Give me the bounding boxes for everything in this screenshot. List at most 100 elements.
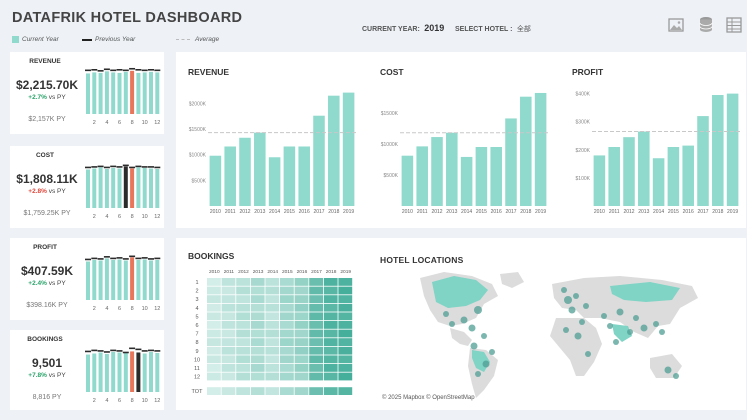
hotel-locations-map[interactable]: [380, 266, 746, 410]
heatmap-cell[interactable]: [207, 286, 221, 295]
heatmap-cell[interactable]: [221, 329, 236, 338]
heatmap-cell[interactable]: [221, 338, 236, 346]
heatmap-cell[interactable]: [250, 321, 265, 329]
trend-bar[interactable]: [638, 131, 650, 206]
trend-bar[interactable]: [342, 92, 355, 206]
heatmap-cell[interactable]: [338, 355, 353, 364]
heatmap-cell[interactable]: [265, 321, 280, 329]
heatmap-cell[interactable]: [294, 346, 309, 355]
trend-bar[interactable]: [623, 137, 635, 206]
trend-bar[interactable]: [224, 146, 236, 206]
heatmap-cell[interactable]: [309, 338, 323, 346]
trend-bar[interactable]: [239, 137, 251, 206]
trend-bar[interactable]: [460, 156, 473, 206]
select-hotel-filter[interactable]: SELECT HOTEL : 全部: [455, 18, 531, 36]
heatmap-cell[interactable]: [280, 329, 294, 338]
heatmap-cell[interactable]: [338, 303, 353, 312]
kpi-card-revenue[interactable]: REVENUE $2,215.70K +2.7% vs PY $2,157K PY 2 4…: [10, 52, 164, 134]
heatmap-total-cell[interactable]: [323, 387, 338, 395]
heatmap-cell[interactable]: [236, 295, 250, 303]
trend-bar[interactable]: [652, 158, 665, 206]
heatmap-cell[interactable]: [309, 329, 323, 338]
heatmap-total-cell[interactable]: [294, 387, 309, 395]
heatmap-cell[interactable]: [221, 321, 236, 329]
heatmap-cell[interactable]: [294, 329, 309, 338]
heatmap-cell[interactable]: [280, 278, 294, 286]
heatmap-cell[interactable]: [294, 321, 309, 329]
heatmap-cell[interactable]: [280, 295, 294, 303]
database-icon[interactable]: [698, 16, 714, 32]
heatmap-cell[interactable]: [265, 355, 280, 364]
heatmap-cell[interactable]: [280, 312, 294, 321]
heatmap-cell[interactable]: [309, 321, 323, 329]
heatmap-cell[interactable]: [294, 295, 309, 303]
heatmap-cell[interactable]: [309, 303, 323, 312]
heatmap-cell[interactable]: [221, 346, 236, 355]
heatmap-total-cell[interactable]: [309, 387, 323, 395]
heatmap-cell[interactable]: [250, 295, 265, 303]
heatmap-cell[interactable]: [323, 278, 338, 286]
table-icon[interactable]: [726, 17, 742, 33]
heatmap-cell[interactable]: [338, 278, 353, 286]
heatmap-total-cell[interactable]: [221, 387, 236, 395]
current-year-filter[interactable]: CURRENT YEAR: 2019: [362, 18, 444, 36]
heatmap-cell[interactable]: [338, 312, 353, 321]
kpi-card-profit[interactable]: PROFIT $407.59K +2.4% vs PY $398.16K PY 2 4 6 8…: [10, 238, 164, 320]
trend-bar[interactable]: [268, 157, 281, 206]
heatmap-cell[interactable]: [294, 278, 309, 286]
heatmap-cell[interactable]: [280, 286, 294, 295]
trend-bar[interactable]: [726, 93, 739, 206]
heatmap-cell[interactable]: [323, 295, 338, 303]
trend-bar[interactable]: [254, 132, 266, 206]
trend-bar[interactable]: [209, 155, 222, 206]
heatmap-cell[interactable]: [236, 372, 250, 381]
heatmap-cell[interactable]: [265, 338, 280, 346]
heatmap-cell[interactable]: [207, 355, 221, 364]
heatmap-cell[interactable]: [280, 364, 294, 372]
heatmap-cell[interactable]: [250, 338, 265, 346]
trend-bar[interactable]: [475, 147, 488, 206]
heatmap-cell[interactable]: [250, 303, 265, 312]
heatmap-cell[interactable]: [309, 372, 323, 381]
trend-bar[interactable]: [298, 146, 310, 206]
heatmap-cell[interactable]: [236, 355, 250, 364]
heatmap-cell[interactable]: [309, 346, 323, 355]
kpi-card-bookings[interactable]: BOOKINGS 9,501 +7.8% vs PY 8,816 PY 2 4 6 8 10 12: [10, 330, 164, 410]
heatmap-cell[interactable]: [221, 355, 236, 364]
heatmap-cell[interactable]: [221, 278, 236, 286]
heatmap-cell[interactable]: [323, 346, 338, 355]
trend-bar[interactable]: [431, 137, 443, 206]
heatmap-cell[interactable]: [309, 364, 323, 372]
current-year-value[interactable]: 2019: [424, 23, 445, 33]
heatmap-cell[interactable]: [294, 364, 309, 372]
heatmap-cell[interactable]: [309, 312, 323, 321]
heatmap-cell[interactable]: [207, 329, 221, 338]
trend-bar[interactable]: [712, 95, 724, 206]
trend-bar[interactable]: [416, 146, 428, 206]
heatmap-cell[interactable]: [294, 338, 309, 346]
heatmap-cell[interactable]: [207, 364, 221, 372]
heatmap-cell[interactable]: [309, 355, 323, 364]
heatmap-cell[interactable]: [338, 364, 353, 372]
heatmap-cell[interactable]: [236, 278, 250, 286]
heatmap-cell[interactable]: [221, 372, 236, 381]
select-hotel-value[interactable]: 全部: [516, 26, 531, 33]
heatmap-cell[interactable]: [236, 303, 250, 312]
heatmap-total-cell[interactable]: [280, 387, 294, 395]
heatmap-cell[interactable]: [323, 321, 338, 329]
heatmap-cell[interactable]: [323, 329, 338, 338]
heatmap-cell[interactable]: [294, 372, 309, 381]
kpi-card-cost[interactable]: COST $1,808.11K +2.8% vs PY $1,759.25K PY 2 4…: [10, 146, 164, 228]
heatmap-cell[interactable]: [338, 286, 353, 295]
heatmap-cell[interactable]: [250, 286, 265, 295]
trend-bar[interactable]: [328, 95, 340, 206]
heatmap-cell[interactable]: [221, 303, 236, 312]
trend-bar[interactable]: [283, 146, 296, 206]
heatmap-cell[interactable]: [323, 303, 338, 312]
heatmap-cell[interactable]: [265, 329, 280, 338]
trend-bar[interactable]: [682, 145, 694, 206]
heatmap-cell[interactable]: [265, 303, 280, 312]
heatmap-cell[interactable]: [338, 295, 353, 303]
heatmap-cell[interactable]: [250, 372, 265, 381]
heatmap-cell[interactable]: [309, 278, 323, 286]
